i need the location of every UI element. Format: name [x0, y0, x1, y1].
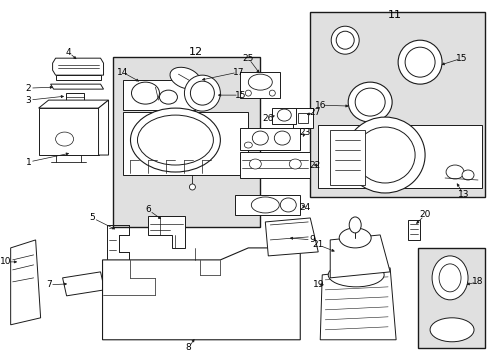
Ellipse shape — [189, 184, 195, 190]
Ellipse shape — [190, 81, 214, 105]
Text: 15: 15 — [234, 91, 245, 100]
Ellipse shape — [56, 132, 73, 146]
Text: 24: 24 — [299, 203, 310, 212]
Ellipse shape — [345, 117, 424, 193]
Text: 4: 4 — [66, 48, 71, 57]
Text: 23: 23 — [299, 127, 310, 136]
Text: 14: 14 — [117, 68, 128, 77]
Polygon shape — [148, 216, 185, 248]
Text: 5: 5 — [89, 213, 95, 222]
Text: 2: 2 — [26, 84, 31, 93]
Text: 27: 27 — [309, 108, 320, 117]
Bar — [417, 248, 484, 348]
Text: 10: 10 — [0, 257, 11, 266]
Polygon shape — [99, 100, 108, 155]
Text: 12: 12 — [188, 47, 202, 57]
Bar — [112, 57, 260, 227]
Ellipse shape — [438, 264, 460, 292]
Polygon shape — [39, 100, 108, 108]
Text: 1: 1 — [26, 158, 31, 167]
Text: 6: 6 — [145, 206, 151, 215]
Polygon shape — [240, 152, 309, 178]
Ellipse shape — [397, 40, 441, 84]
Text: 13: 13 — [457, 190, 469, 199]
Text: 7: 7 — [46, 280, 51, 289]
Text: 3: 3 — [26, 96, 31, 105]
Polygon shape — [102, 248, 300, 340]
Ellipse shape — [184, 75, 220, 111]
Ellipse shape — [131, 82, 159, 104]
Polygon shape — [407, 220, 419, 240]
Text: 22: 22 — [309, 161, 320, 170]
Ellipse shape — [354, 88, 385, 116]
Bar — [50, 130, 79, 148]
Text: 11: 11 — [387, 10, 401, 20]
Ellipse shape — [339, 228, 370, 248]
Ellipse shape — [274, 131, 290, 145]
Polygon shape — [240, 72, 280, 98]
Ellipse shape — [159, 90, 177, 104]
Text: 19: 19 — [312, 280, 324, 289]
Polygon shape — [39, 108, 99, 155]
Text: 21: 21 — [312, 240, 323, 249]
Ellipse shape — [269, 90, 275, 96]
Ellipse shape — [137, 115, 213, 165]
Text: 20: 20 — [419, 211, 430, 220]
Polygon shape — [320, 268, 395, 340]
Polygon shape — [272, 108, 296, 124]
Ellipse shape — [445, 165, 463, 179]
Polygon shape — [240, 128, 300, 150]
Ellipse shape — [330, 26, 359, 54]
Ellipse shape — [327, 263, 384, 287]
Polygon shape — [53, 58, 103, 75]
Ellipse shape — [277, 109, 291, 121]
Polygon shape — [235, 195, 300, 215]
Polygon shape — [62, 272, 104, 296]
Ellipse shape — [354, 127, 414, 183]
Text: 16: 16 — [314, 100, 325, 109]
Polygon shape — [50, 84, 103, 89]
Ellipse shape — [289, 159, 301, 169]
Text: 18: 18 — [471, 277, 483, 286]
Ellipse shape — [244, 142, 252, 148]
Ellipse shape — [249, 159, 261, 169]
Bar — [298, 113, 307, 123]
Polygon shape — [122, 80, 195, 110]
Polygon shape — [265, 218, 318, 256]
Polygon shape — [56, 75, 101, 80]
Ellipse shape — [248, 74, 272, 90]
Ellipse shape — [431, 256, 467, 300]
Ellipse shape — [348, 217, 361, 233]
Ellipse shape — [461, 170, 473, 180]
Bar — [293, 108, 313, 128]
Polygon shape — [318, 125, 481, 188]
Ellipse shape — [347, 82, 391, 122]
Text: 26: 26 — [262, 114, 273, 123]
Ellipse shape — [336, 31, 353, 49]
Ellipse shape — [251, 197, 279, 213]
Polygon shape — [329, 235, 389, 278]
Text: 9: 9 — [309, 235, 314, 244]
Polygon shape — [329, 130, 365, 185]
Ellipse shape — [429, 318, 473, 342]
Ellipse shape — [280, 198, 296, 212]
Ellipse shape — [404, 47, 434, 77]
Ellipse shape — [245, 90, 251, 96]
Ellipse shape — [130, 108, 220, 172]
Bar — [309, 12, 484, 197]
Text: 17: 17 — [232, 68, 244, 77]
Polygon shape — [122, 112, 248, 175]
Ellipse shape — [252, 131, 268, 145]
Bar — [65, 93, 83, 107]
Text: 15: 15 — [455, 54, 467, 63]
Ellipse shape — [170, 67, 201, 89]
Text: 8: 8 — [185, 343, 191, 352]
Text: 25: 25 — [242, 54, 253, 63]
Polygon shape — [11, 240, 41, 325]
